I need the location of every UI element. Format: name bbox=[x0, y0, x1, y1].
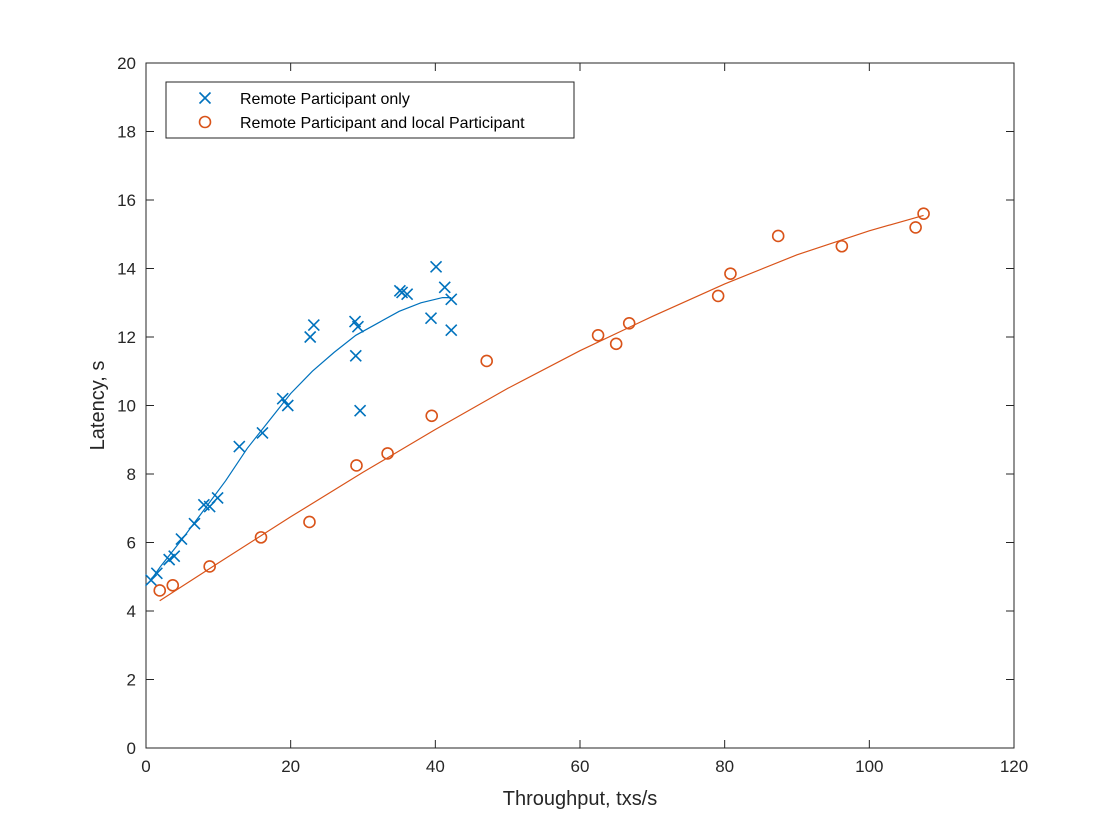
data-point-series-1 bbox=[276, 392, 289, 405]
data-point-series-1 bbox=[233, 440, 246, 453]
data-point-series-2 bbox=[480, 354, 493, 368]
y-tick-label: 18 bbox=[117, 123, 136, 142]
data-point-series-2 bbox=[724, 267, 737, 280]
data-point-series-2 bbox=[591, 328, 605, 342]
y-tick-label: 16 bbox=[117, 191, 136, 210]
data-point-series-2 bbox=[711, 289, 725, 303]
data-point-series-1 bbox=[256, 426, 269, 439]
data-point-series-2 bbox=[835, 239, 849, 253]
legend-label-series-2: Remote Participant and local Participant bbox=[240, 115, 525, 132]
data-point-series-1 bbox=[438, 281, 451, 294]
data-point-series-1 bbox=[401, 288, 414, 301]
data-point-series-2 bbox=[609, 337, 623, 351]
x-tick-label: 120 bbox=[1000, 757, 1028, 776]
fit-line-series-1 bbox=[149, 297, 452, 583]
data-point-series-1 bbox=[163, 553, 176, 566]
axes: 0 20 40 60 80 100 120 0 2 4 6 8 10 12 14 16 18 20 bbox=[117, 54, 1028, 776]
data-point-series-1 bbox=[304, 330, 317, 344]
x-tick-label: 100 bbox=[855, 757, 883, 776]
y-tick-label: 12 bbox=[117, 328, 136, 347]
data-point-series-2 bbox=[166, 579, 180, 592]
data-points bbox=[144, 207, 930, 597]
y-tick-label: 2 bbox=[127, 671, 136, 690]
data-point-series-1 bbox=[429, 260, 443, 273]
legend: Remote Participant only Remote Participan… bbox=[165, 81, 575, 139]
data-point-series-1 bbox=[349, 349, 362, 362]
x-axis-label: Throughput, txs/s bbox=[503, 788, 658, 810]
data-point-series-2 bbox=[622, 316, 636, 330]
data-point-series-1 bbox=[150, 567, 163, 580]
data-point-series-2 bbox=[771, 229, 785, 243]
y-tick-label: 6 bbox=[127, 534, 136, 553]
data-point-series-1 bbox=[307, 318, 320, 332]
y-tick-label: 14 bbox=[117, 260, 136, 279]
data-point-series-1 bbox=[281, 399, 294, 412]
legend-marker-series-2 bbox=[198, 115, 212, 129]
data-point-series-2 bbox=[153, 584, 167, 597]
y-axis-label: Latency, s bbox=[87, 361, 109, 451]
y-tick-label: 20 bbox=[117, 54, 136, 73]
data-point-series-2 bbox=[425, 409, 439, 423]
x-tick-label: 80 bbox=[715, 757, 734, 776]
data-point-series-1 bbox=[354, 404, 367, 417]
fit-lines bbox=[149, 214, 924, 602]
data-point-series-1 bbox=[168, 550, 181, 563]
legend-marker-series-1 bbox=[198, 91, 212, 105]
plot-box bbox=[145, 62, 1015, 749]
data-point-series-2 bbox=[381, 447, 394, 460]
data-point-series-1 bbox=[445, 324, 458, 337]
data-point-series-1 bbox=[445, 293, 458, 306]
data-point-series-2 bbox=[917, 207, 930, 220]
y-tick-label: 10 bbox=[117, 397, 136, 416]
x-tick-label: 60 bbox=[571, 757, 590, 776]
y-tick-label: 8 bbox=[127, 465, 136, 484]
x-tick-label: 20 bbox=[281, 757, 300, 776]
data-point-series-1 bbox=[211, 491, 224, 505]
data-point-series-2 bbox=[203, 560, 216, 573]
data-point-series-1 bbox=[351, 320, 365, 333]
data-point-series-1 bbox=[188, 517, 201, 530]
data-point-series-1 bbox=[424, 312, 438, 325]
y-tick-label: 0 bbox=[127, 739, 136, 758]
data-point-series-2 bbox=[254, 531, 268, 544]
x-tick-label: 0 bbox=[141, 757, 150, 776]
y-tick-label: 4 bbox=[127, 602, 136, 621]
data-point-series-1 bbox=[175, 533, 188, 546]
data-point-series-2 bbox=[909, 221, 922, 234]
data-point-series-2 bbox=[303, 515, 316, 529]
x-tick-label: 40 bbox=[426, 757, 445, 776]
legend-label-series-1: Remote Participant only bbox=[240, 91, 410, 108]
legend-box bbox=[165, 81, 575, 139]
fit-line-series-2 bbox=[159, 214, 924, 602]
data-point-series-2 bbox=[350, 459, 363, 472]
